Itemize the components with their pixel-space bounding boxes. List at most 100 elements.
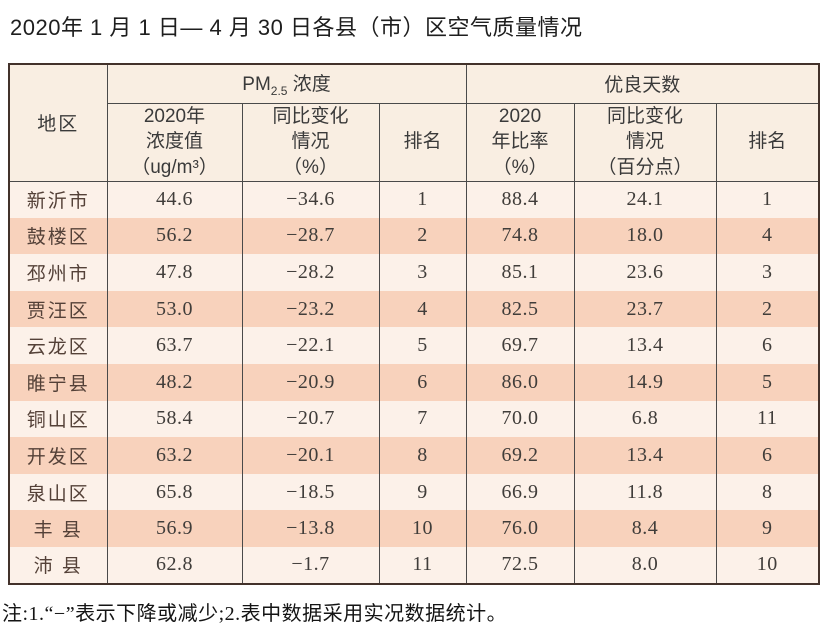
cell-region: 新沂市 [8,181,108,218]
cell-region: 云龙区 [8,327,108,364]
header-pm-value: 2020年 浓度值 （ug/m³） [106,103,243,182]
table-row: 贾汪区 53.0 −23.2 4 82.5 23.7 2 [8,290,820,328]
cell-good-change: 6.8 [573,400,717,438]
cell-pm-change: −28.7 [241,217,380,255]
cell-pm-change: −34.6 [241,181,380,218]
cell-good-rank: 4 [715,217,820,255]
table-header: 地区 PM2.5 浓度 优良天数 2020年 浓度值 （ug/m³） 同比变化 … [8,64,820,182]
header-region: 地区 [8,64,108,182]
cell-good-ratio: 72.5 [465,546,575,584]
table-row: 沛 县 62.8 −1.7 11 72.5 8.0 10 [8,546,820,584]
cell-region: 泉山区 [8,473,108,511]
cell-pm-rank: 3 [378,254,467,291]
cell-good-rank: 1 [715,181,820,218]
cell-region: 铜山区 [8,400,108,438]
cell-pm-value: 44.6 [106,181,243,218]
cell-good-rank: 5 [715,363,820,401]
cell-pm-rank: 9 [378,473,467,511]
pm25-prefix: PM [242,74,271,96]
cell-good-rank: 6 [715,437,820,474]
table-row: 泉山区 65.8 −18.5 9 66.9 11.8 8 [8,473,820,511]
cell-good-rank: 6 [715,327,820,364]
header-sub-row: 2020年 浓度值 （ug/m³） 同比变化 情况 （%） 排名 2020 年比… [9,103,820,182]
cell-pm-change: −13.8 [241,510,380,547]
cell-good-ratio: 88.4 [465,181,575,218]
cell-pm-rank: 10 [378,510,467,547]
cell-region: 丰 县 [8,510,108,547]
cell-pm-change: −1.7 [241,546,380,584]
cell-good-ratio: 74.8 [465,217,575,255]
air-quality-table: 地区 PM2.5 浓度 优良天数 2020年 浓度值 （ug/m³） 同比变化 … [8,63,821,585]
cell-good-rank: 9 [715,510,820,547]
cell-good-ratio: 70.0 [465,400,575,438]
cell-pm-change: −23.2 [241,290,380,328]
cell-region: 贾汪区 [8,290,108,328]
cell-good-rank: 2 [715,290,820,328]
table-row: 睢宁县 48.2 −20.9 6 86.0 14.9 5 [8,363,820,401]
table-row: 开发区 63.2 −20.1 8 69.2 13.4 6 [8,437,820,474]
header-good-rank: 排名 [715,103,820,182]
pm25-suffix: 浓度 [287,74,331,96]
cell-pm-value: 65.8 [106,473,243,511]
cell-pm-rank: 5 [378,327,467,364]
cell-region: 沛 县 [8,546,108,584]
header-group-pm25: PM2.5 浓度 [106,64,467,104]
cell-pm-value: 62.8 [106,546,243,584]
pm25-subscript: 2.5 [270,84,288,99]
cell-pm-rank: 11 [378,546,467,584]
cell-region: 邳州市 [8,254,108,291]
cell-good-change: 8.0 [573,546,717,584]
cell-pm-change: −20.9 [241,363,380,401]
page-title: 2020年 1 月 1 日— 4 月 30 日各县（市）区空气质量情况 [10,15,583,40]
cell-pm-rank: 8 [378,437,467,474]
cell-pm-rank: 6 [378,363,467,401]
cell-good-ratio: 66.9 [465,473,575,511]
cell-good-ratio: 85.1 [465,254,575,291]
table-row: 丰 县 56.9 −13.8 10 76.0 8.4 9 [8,510,820,547]
cell-pm-value: 56.2 [106,217,243,255]
table-row: 新沂市 44.6 −34.6 1 88.4 24.1 1 [8,181,820,218]
cell-pm-value: 63.2 [106,437,243,474]
cell-good-change: 14.9 [573,363,717,401]
cell-pm-value: 53.0 [106,290,243,328]
cell-pm-rank: 7 [378,400,467,438]
cell-pm-value: 58.4 [106,400,243,438]
cell-pm-change: −22.1 [241,327,380,364]
cell-pm-change: −18.5 [241,473,380,511]
header-good-ratio: 2020 年比率 （%） [465,103,575,182]
cell-good-ratio: 69.7 [465,327,575,364]
cell-pm-value: 48.2 [106,363,243,401]
cell-good-ratio: 76.0 [465,510,575,547]
cell-pm-change: −20.7 [241,400,380,438]
header-group-row: 地区 PM2.5 浓度 优良天数 [8,64,820,182]
cell-good-change: 13.4 [573,327,717,364]
cell-pm-value: 56.9 [106,510,243,547]
header-pm-change: 同比变化 情况 （%） [241,103,380,182]
cell-good-change: 13.4 [573,437,717,474]
table-row: 云龙区 63.7 −22.1 5 69.7 13.4 6 [8,327,820,364]
cell-pm-rank: 2 [378,217,467,255]
cell-pm-rank: 4 [378,290,467,328]
cell-pm-change: −20.1 [241,437,380,474]
table-row: 铜山区 58.4 −20.7 7 70.0 6.8 11 [8,400,820,438]
cell-good-ratio: 86.0 [465,363,575,401]
header-group-good-days: 优良天数 [465,64,820,104]
cell-good-change: 18.0 [573,217,717,255]
cell-region: 睢宁县 [8,363,108,401]
cell-good-change: 23.6 [573,254,717,291]
cell-good-change: 8.4 [573,510,717,547]
table-body: 新沂市 44.6 −34.6 1 88.4 24.1 1 鼓楼区 56.2 −2… [8,181,820,584]
cell-region: 鼓楼区 [8,217,108,255]
header-good-change: 同比变化 情况 （百分点） [573,103,717,182]
cell-good-ratio: 82.5 [465,290,575,328]
cell-good-rank: 3 [715,254,820,291]
cell-good-rank: 11 [715,400,820,438]
cell-good-change: 11.8 [573,473,717,511]
cell-good-change: 24.1 [573,181,717,218]
cell-good-rank: 10 [715,546,820,584]
cell-pm-value: 63.7 [106,327,243,364]
cell-region: 开发区 [8,437,108,474]
cell-pm-value: 47.8 [106,254,243,291]
cell-good-rank: 8 [715,473,820,511]
